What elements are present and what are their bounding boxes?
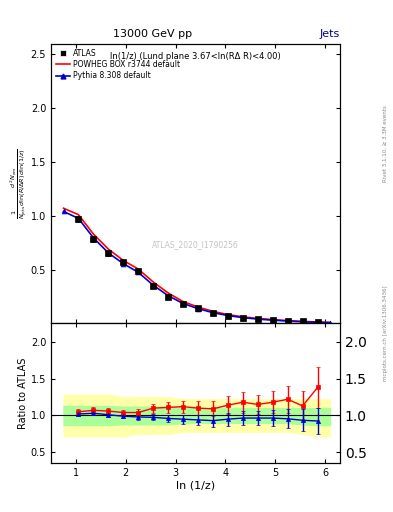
Y-axis label: Ratio to ATLAS: Ratio to ATLAS xyxy=(18,358,28,429)
X-axis label: ln (1/z): ln (1/z) xyxy=(176,481,215,491)
Y-axis label: $\frac{1}{N_{\rm jets}}\frac{d^{2}N_{\rm em}}{d\ln(R/\Delta R)\,d\ln(1/z)}$: $\frac{1}{N_{\rm jets}}\frac{d^{2}N_{\rm… xyxy=(9,148,29,219)
Text: 13000 GeV pp: 13000 GeV pp xyxy=(113,29,192,39)
Text: ATLAS_2020_I1790256: ATLAS_2020_I1790256 xyxy=(152,241,239,249)
Text: Rivet 3.1.10, ≥ 3.3M events: Rivet 3.1.10, ≥ 3.3M events xyxy=(383,105,387,182)
Text: ln(1/z) (Lund plane 3.67<ln(RΔ R)<4.00): ln(1/z) (Lund plane 3.67<ln(RΔ R)<4.00) xyxy=(110,52,281,61)
Text: mcplots.cern.ch [arXiv:1306.3436]: mcplots.cern.ch [arXiv:1306.3436] xyxy=(383,285,387,380)
Text: Jets: Jets xyxy=(320,29,340,39)
Legend: ATLAS, POWHEG BOX r3744 default, Pythia 8.308 default: ATLAS, POWHEG BOX r3744 default, Pythia … xyxy=(53,46,184,83)
